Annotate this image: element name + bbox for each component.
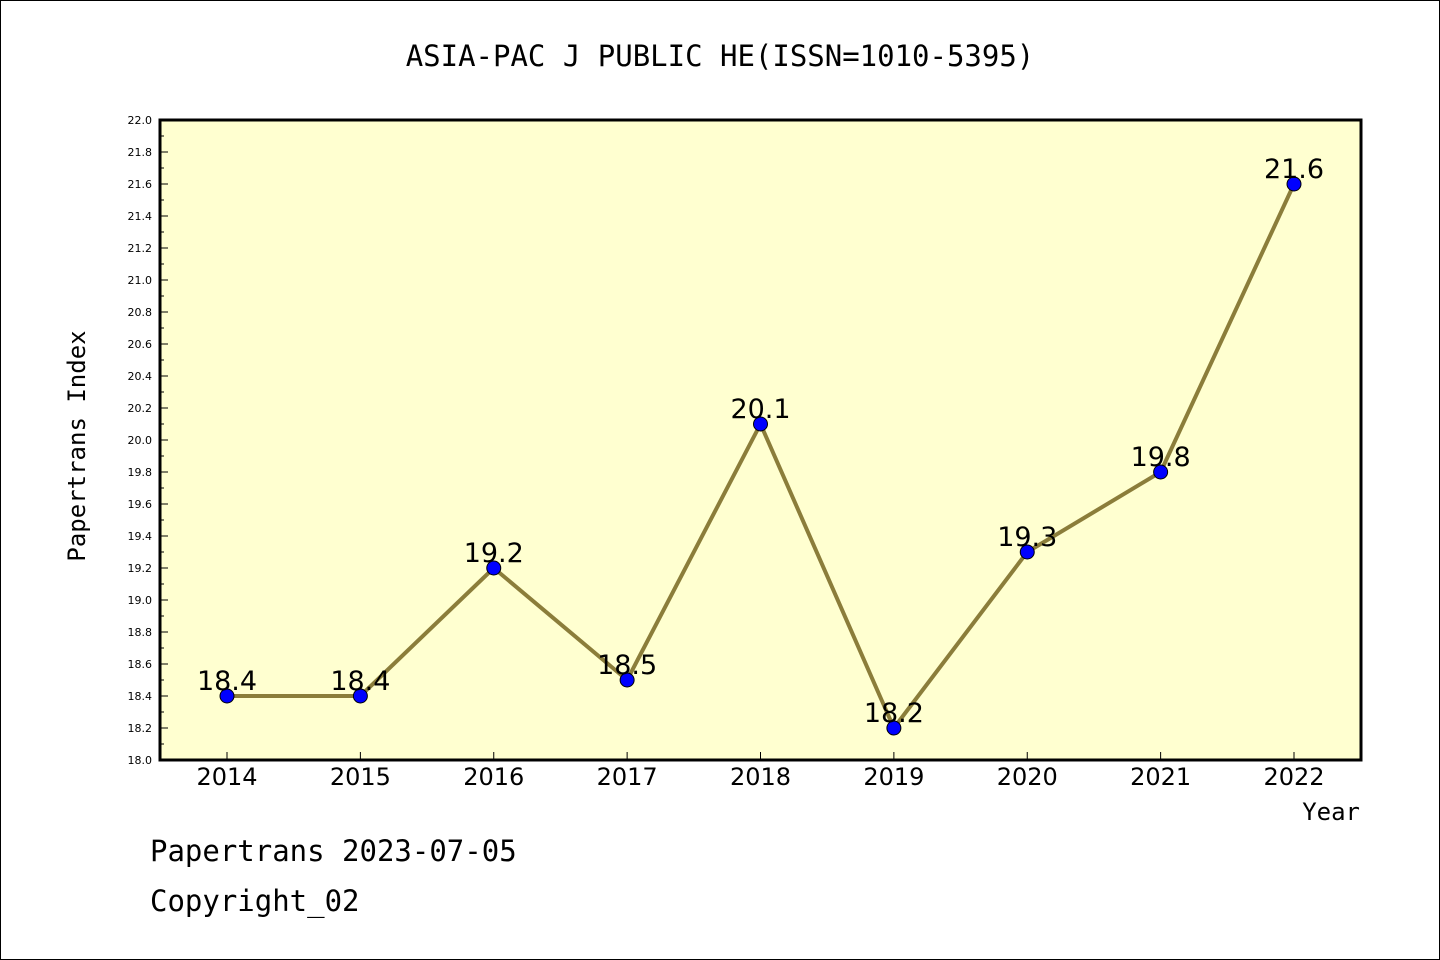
y-axis-label: Papertrans Index: [63, 330, 91, 561]
data-point: [1153, 464, 1169, 480]
data-label: 18.4: [197, 666, 257, 697]
y-tick-label: 21.0: [128, 274, 153, 287]
data-point: [886, 720, 902, 736]
y-tick-label: 19.4: [128, 530, 153, 543]
y-tick-label: 21.2: [128, 242, 153, 255]
data-point: [219, 688, 235, 704]
y-tick-label: 18.4: [128, 690, 153, 703]
y-tick-label: 21.8: [128, 146, 153, 159]
data-label: 20.1: [730, 394, 790, 425]
x-tick-label: 2020: [997, 763, 1058, 791]
data-label: 19.8: [1131, 442, 1191, 473]
y-tick-label: 18.6: [128, 658, 153, 671]
data-point: [1286, 176, 1302, 192]
y-tick-label: 20.2: [128, 402, 153, 415]
data-label: 19.3: [997, 522, 1057, 553]
y-tick-label: 20.8: [128, 306, 153, 319]
x-tick-label: 2021: [1130, 763, 1191, 791]
y-tick-label: 20.6: [128, 338, 153, 351]
y-tick-label: 20.0: [128, 434, 153, 447]
footer-date: Papertrans 2023-07-05: [150, 834, 517, 868]
data-labels: 18.4 18.4 19.2 18.5 20.1 18.2 19.3 19.8 21.6: [197, 154, 1324, 729]
y-tick-label: 18.8: [128, 626, 153, 639]
y-tick-label: 20.4: [128, 370, 153, 383]
y-tick-label: 21.4: [128, 210, 153, 223]
x-tick-label: 2018: [730, 763, 791, 791]
chart-title: ASIA-PAC J PUBLIC HE(ISSN=1010-5395): [406, 39, 1035, 73]
y-tick-label: 19.2: [128, 562, 153, 575]
data-label: 21.6: [1264, 154, 1324, 185]
x-tick-label: 2022: [1263, 763, 1324, 791]
x-tick-label: 2019: [863, 763, 924, 791]
data-point: [619, 672, 635, 688]
x-ticks: 2014 2015 2016 2017 2018 2019 2020 2021 2022: [196, 752, 1325, 791]
y-ticks: 18.0 18.2 18.4 18.6 18.8 19.0 19.2 19.4 19.6 19.8…: [128, 114, 168, 767]
y-tick-label: 19.6: [128, 498, 153, 511]
x-tick-label: 2015: [330, 763, 391, 791]
series-layer: [219, 176, 1302, 736]
x-tick-label: 2017: [597, 763, 658, 791]
data-label: 18.2: [864, 698, 924, 729]
y-tick-label: 21.6: [128, 178, 153, 191]
y-tick-label: 19.0: [128, 594, 153, 607]
y-tick-label: 18.2: [128, 722, 153, 735]
data-point: [352, 688, 368, 704]
y-tick-label: 19.8: [128, 466, 153, 479]
data-label: 19.2: [464, 538, 524, 569]
x-axis-label: Year: [1302, 798, 1360, 826]
y-tick-label: 18.0: [128, 754, 153, 767]
x-tick-label: 2014: [196, 763, 257, 791]
data-label: 18.4: [330, 666, 390, 697]
data-label: 18.5: [597, 650, 657, 681]
plot-area: [158, 118, 1363, 762]
x-tick-label: 2016: [463, 763, 524, 791]
footer-copyright: Copyright_02: [150, 884, 360, 918]
data-point: [486, 560, 502, 576]
data-point: [753, 416, 768, 432]
y-tick-label: 22.0: [128, 114, 153, 127]
data-point: [1019, 544, 1035, 560]
